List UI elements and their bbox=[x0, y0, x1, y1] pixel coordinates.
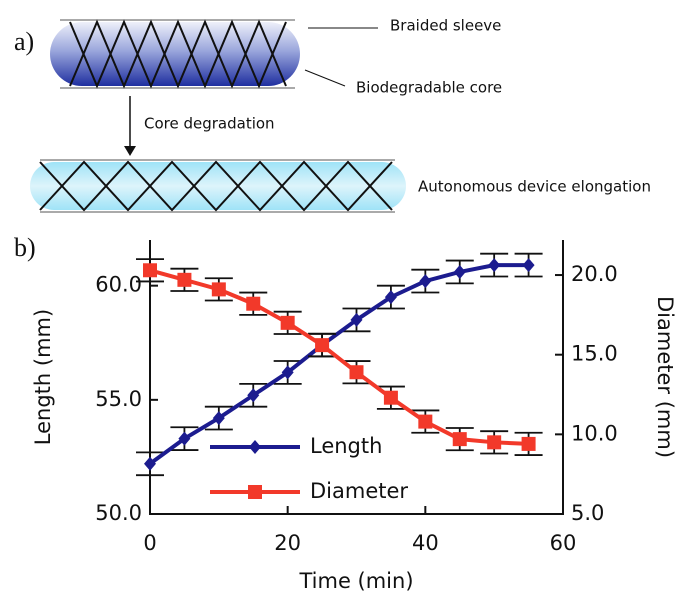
core-label: Biodegradable core bbox=[356, 79, 502, 97]
result-label: Autonomous device elongation bbox=[418, 178, 651, 196]
y-tick-label: 50.0 bbox=[95, 501, 142, 525]
axis-frame bbox=[149, 240, 564, 515]
marker bbox=[280, 315, 295, 330]
y-tick-label: 60.0 bbox=[95, 273, 142, 297]
y-tick-label: 55.0 bbox=[95, 387, 142, 411]
y2-tick-label: 15.0 bbox=[571, 342, 618, 366]
series-line bbox=[149, 268, 529, 446]
sleeve-label: Braided sleeve bbox=[390, 17, 501, 35]
marker bbox=[453, 264, 466, 279]
marker bbox=[350, 312, 363, 327]
marker bbox=[488, 258, 501, 273]
y2-tick-label: 20.0 bbox=[571, 262, 618, 286]
marker bbox=[178, 431, 191, 446]
marker bbox=[247, 388, 260, 403]
marker bbox=[349, 365, 364, 380]
elongated-device bbox=[30, 159, 406, 213]
marker bbox=[144, 456, 156, 471]
marker bbox=[487, 435, 502, 450]
marker bbox=[177, 272, 192, 287]
panel-label: b) bbox=[14, 233, 36, 262]
legend-label: Length bbox=[310, 434, 382, 458]
marker bbox=[418, 414, 433, 429]
marker bbox=[419, 274, 432, 289]
marker bbox=[384, 290, 397, 305]
x-tick-label: 20 bbox=[274, 531, 301, 555]
plot: 0 20 40 60 50.0 55.0 60.0 5.0 10.0 15.0 20.0 Time (… bbox=[31, 240, 677, 593]
marker bbox=[521, 436, 536, 451]
legend-label: Diameter bbox=[310, 479, 408, 503]
marker bbox=[143, 263, 157, 278]
marker bbox=[383, 390, 398, 405]
y2-tick-label: 10.0 bbox=[571, 421, 618, 445]
x-axis-label: Time (min) bbox=[298, 569, 413, 593]
y2-axis-label: Diameter (mm) bbox=[653, 296, 677, 458]
y-axis-label: Length (mm) bbox=[31, 309, 55, 445]
braided-device bbox=[50, 19, 378, 89]
panel-label: a) bbox=[14, 27, 34, 56]
marker bbox=[315, 338, 330, 353]
marker bbox=[211, 282, 226, 297]
marker bbox=[452, 432, 467, 447]
y2-tick-label: 5.0 bbox=[571, 501, 604, 525]
marker bbox=[522, 258, 535, 273]
marker bbox=[248, 485, 262, 499]
x-tick-label: 0 bbox=[143, 531, 156, 555]
step-label: Core degradation bbox=[144, 115, 275, 133]
marker bbox=[281, 365, 294, 380]
arrow bbox=[124, 96, 136, 156]
marker bbox=[249, 440, 261, 454]
series-line bbox=[148, 263, 529, 466]
x-tick-label: 60 bbox=[550, 531, 577, 555]
marker bbox=[246, 296, 261, 311]
marker bbox=[212, 411, 225, 426]
x-tick-label: 40 bbox=[412, 531, 439, 555]
